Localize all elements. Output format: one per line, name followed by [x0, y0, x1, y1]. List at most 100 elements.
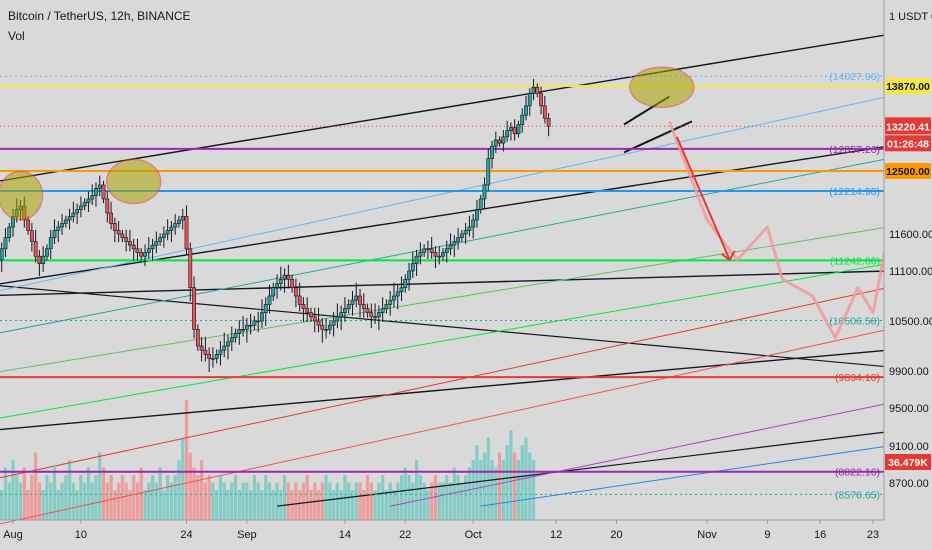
time-tick-label: 20 [610, 529, 622, 541]
volume-bar [15, 475, 19, 520]
candle-body [343, 308, 347, 313]
volume-bar [414, 460, 419, 520]
volume-bar [181, 437, 185, 520]
candle-body [282, 274, 287, 280]
candle-body [539, 93, 543, 107]
volume-bar [158, 467, 162, 520]
candle-body [290, 279, 295, 288]
volume-bar [233, 475, 238, 520]
candle-body [184, 216, 189, 250]
volume-bar [86, 467, 91, 520]
trendline-bottom-black [276, 431, 889, 507]
volume-bar [252, 475, 257, 520]
trendline-mid-black [0, 145, 889, 285]
volume-bar [249, 490, 253, 520]
volume-bar [45, 475, 49, 520]
candle-body [60, 223, 64, 228]
volume-bar [396, 482, 400, 520]
candle-body [222, 345, 227, 351]
volume-bar [509, 430, 513, 520]
candle-body [75, 209, 80, 214]
candle-body [407, 270, 411, 280]
candle-body [226, 341, 230, 347]
volume-bar [316, 490, 321, 520]
level-label: (9834.10) [835, 372, 880, 384]
candle-body [403, 279, 408, 288]
candle-body [271, 287, 276, 297]
volume-bar [298, 490, 302, 520]
time-axis[interactable]: Aug 10 24 Sep 14 22 Oct 12 20 Nov 9 16 23 [3, 520, 879, 541]
candle-body [456, 237, 460, 242]
candle-body [150, 244, 155, 250]
volume-bar [264, 475, 268, 520]
trendline-low-black [0, 270, 889, 297]
volume-bar [173, 475, 177, 520]
candle-body [180, 216, 185, 221]
volume-bar [528, 452, 532, 520]
volume-bar [83, 482, 87, 520]
volume-bar [373, 490, 377, 520]
candle-body [161, 233, 166, 238]
volume-indicator-label: Vol [8, 29, 25, 43]
candle-body [418, 252, 423, 257]
current-price-label: 13220.41 [886, 121, 930, 133]
candle-body [482, 184, 487, 200]
currency-label: 1 USDT 0 [889, 11, 932, 23]
candle-body [399, 287, 404, 293]
down-arrow-shaft [675, 136, 731, 261]
candle-body [237, 329, 242, 334]
volume-bar [464, 475, 468, 520]
volume-bar [407, 475, 411, 520]
time-tick-label: 14 [339, 529, 351, 541]
level-label: (12214.98) [829, 186, 880, 198]
candle-body [486, 158, 491, 186]
volume-bar [154, 482, 158, 520]
volume-bar [354, 482, 358, 520]
volume-bar [332, 490, 336, 520]
volume-bar [3, 467, 8, 520]
volume-bar [513, 452, 517, 520]
volume-bar [350, 490, 355, 520]
candle-body [505, 130, 510, 138]
candle-body [433, 252, 438, 257]
candle-body [173, 223, 178, 228]
volume-bar [139, 467, 143, 520]
candle-body [192, 287, 196, 330]
candle-body [33, 241, 38, 257]
volume-bar [479, 460, 483, 520]
volume-bar [433, 475, 438, 520]
volume-bar [37, 482, 42, 520]
candle-body [248, 324, 253, 327]
candle-body [297, 295, 302, 305]
candle-body [410, 263, 415, 272]
annotation-layer [0, 66, 736, 262]
level-label: (8576.65) [835, 489, 880, 501]
candle-body [135, 248, 140, 253]
trendline-lower-black [0, 349, 889, 431]
level-label: (14027.96) [829, 71, 880, 83]
candle-body [520, 114, 525, 125]
volume-bar [41, 490, 45, 520]
candle-body [490, 145, 494, 159]
candle-body [542, 105, 547, 119]
candle-body [260, 312, 264, 322]
candle-body [316, 320, 321, 326]
candle-body [263, 304, 268, 313]
volume-bar [369, 482, 373, 520]
volume-bar [11, 460, 15, 520]
candle-body [388, 299, 393, 305]
candle-body [524, 105, 528, 116]
candle-body [531, 86, 536, 94]
channel-line-purple [390, 402, 889, 507]
volume-bar [230, 482, 234, 520]
volume-bar [418, 475, 422, 520]
volume-bar [381, 475, 385, 520]
volume-bar [147, 482, 151, 520]
candle-body [459, 233, 464, 238]
candle-body [508, 127, 513, 131]
volume-bar [501, 460, 505, 520]
volume-bar [260, 490, 264, 520]
volume-bar [516, 460, 521, 520]
